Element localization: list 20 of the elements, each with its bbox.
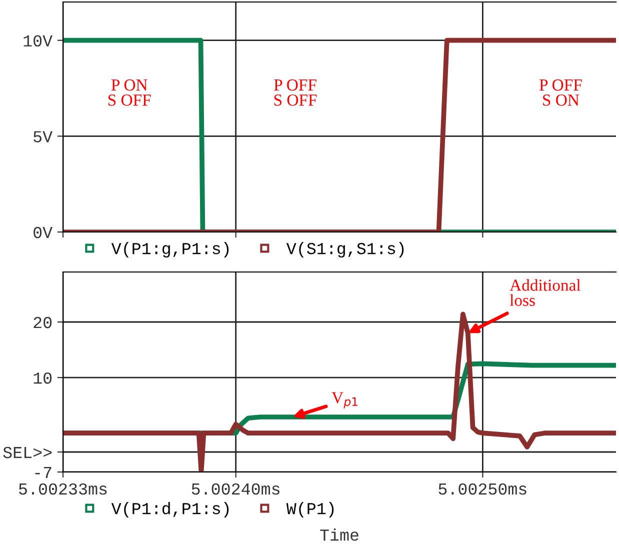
x-tick-label: 5.00240ms [192,483,280,495]
y-tick-label: 10 [34,372,52,384]
legend-label: V(P1:d,P1:s) [111,502,229,518]
annotation: P ON S OFF [108,79,151,106]
annotation: V$_{p1}$ [332,392,358,408]
legend-label: V(P1:g,P1:s) [111,242,229,258]
x-tick-label: 5.00233ms [19,483,107,495]
legend-label: W(P1) [286,502,334,518]
y-tick-label: 5V [34,131,52,142]
annotation: P OFF S OFF [274,79,317,106]
y-tick-label: SEL>> [3,446,52,458]
y-tick-label: 10V [24,35,52,47]
x-tick-label: 5.00250ms [438,483,526,495]
y-tick-label: 0V [34,226,52,238]
x-axis-title: Time [320,528,358,541]
annotation: P OFF S ON [539,79,582,106]
legend-label: V(S1:g,S1:s) [286,242,404,258]
annotation: Additional loss [510,279,580,306]
y-tick-label: 20 [34,316,52,328]
y-tick-label: -7 [35,467,52,478]
